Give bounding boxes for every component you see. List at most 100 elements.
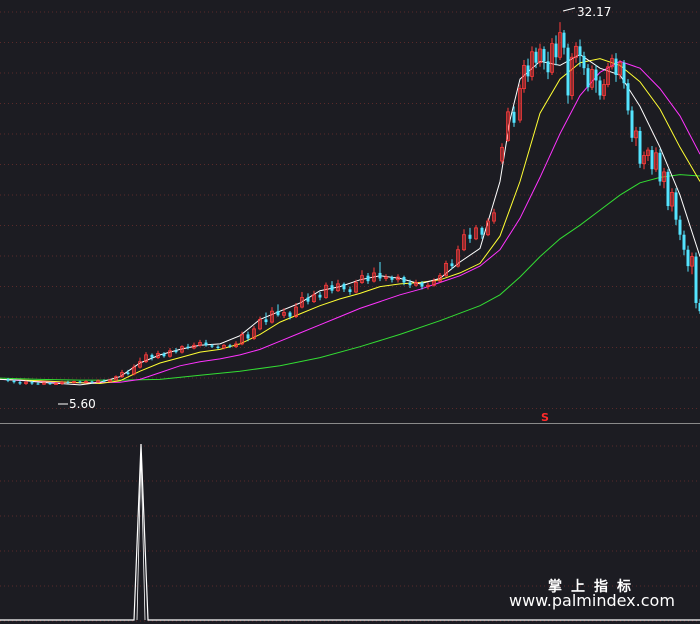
- candle: [408, 279, 412, 288]
- candle-body: [522, 65, 526, 90]
- candle-body: [144, 354, 148, 363]
- candle-body: [462, 234, 466, 251]
- candle: [126, 369, 130, 376]
- candle-body: [586, 68, 590, 88]
- candle: [378, 262, 382, 282]
- candle: [306, 293, 310, 305]
- candle: [372, 267, 376, 283]
- candle: [598, 76, 602, 100]
- candle: [456, 245, 460, 268]
- candle-body: [618, 62, 622, 76]
- candle: [258, 316, 262, 331]
- candle: [66, 380, 70, 384]
- candle: [270, 307, 274, 324]
- candle-body: [666, 171, 670, 207]
- candle-body: [506, 111, 510, 141]
- candle: [530, 46, 534, 81]
- indicator-grid-lines: [0, 445, 700, 622]
- candle-body: [602, 84, 606, 96]
- candle-body: [216, 346, 220, 349]
- candle-body: [518, 88, 522, 121]
- candle-body: [24, 381, 28, 384]
- price-labels: 32.17 5.60 S: [58, 5, 611, 424]
- candle: [432, 278, 436, 287]
- candle-body: [312, 294, 316, 303]
- candle: [294, 302, 298, 318]
- candle-body: [512, 111, 516, 123]
- high-label-pointer: [562, 7, 576, 12]
- candle-body: [174, 350, 178, 353]
- candle: [690, 252, 694, 275]
- candle: [12, 379, 16, 384]
- candle-body: [156, 353, 160, 358]
- candle-body: [354, 282, 358, 293]
- candle: [450, 259, 454, 269]
- ma60-line: [0, 174, 700, 381]
- candle-body: [582, 55, 586, 69]
- candle-body: [538, 48, 542, 64]
- candle-body: [558, 32, 562, 58]
- candle: [222, 343, 226, 350]
- candle-body: [18, 382, 22, 384]
- candle: [698, 298, 700, 314]
- candle-body: [276, 311, 280, 316]
- candle-body: [282, 312, 286, 316]
- candle: [658, 148, 662, 186]
- candle-body: [594, 69, 598, 81]
- candle-body: [662, 171, 666, 182]
- candle: [438, 272, 442, 283]
- candle-body: [360, 275, 364, 283]
- candle-body: [30, 382, 34, 384]
- high-price-label: 32.17: [577, 5, 611, 19]
- candle-body: [682, 234, 686, 250]
- candle-body: [246, 334, 250, 339]
- candle-body: [228, 345, 232, 347]
- candle: [216, 345, 220, 350]
- candle: [614, 53, 618, 82]
- candle-body: [450, 263, 454, 267]
- candle-body: [330, 285, 334, 291]
- candle-body: [210, 345, 214, 347]
- candle: [6, 378, 10, 383]
- ma10-line: [0, 58, 700, 385]
- candle: [300, 292, 304, 309]
- candle: [138, 357, 142, 369]
- candle: [610, 54, 614, 70]
- candle-body: [598, 80, 602, 96]
- candle-body: [198, 342, 202, 346]
- candle-body: [574, 45, 578, 58]
- candle: [480, 226, 484, 239]
- candle: [666, 169, 670, 211]
- candle: [360, 270, 364, 284]
- candle-body: [60, 381, 64, 384]
- candle: [168, 348, 172, 358]
- candle: [694, 252, 698, 309]
- indicator-spike-inner: [136, 452, 146, 621]
- candle-body: [590, 69, 594, 88]
- candle: [234, 341, 238, 349]
- candle-body: [646, 149, 650, 156]
- candle: [626, 79, 630, 115]
- candle-body: [414, 282, 418, 286]
- candle: [318, 292, 322, 301]
- candle: [606, 62, 610, 88]
- candle-body: [264, 319, 268, 323]
- candle: [186, 343, 190, 350]
- candle-body: [438, 275, 442, 282]
- candle: [634, 126, 638, 146]
- candle-body: [562, 32, 566, 48]
- candle: [384, 274, 388, 282]
- ma20-line: [0, 60, 700, 384]
- candle: [324, 282, 328, 299]
- candle: [288, 311, 292, 320]
- candle-body: [138, 361, 142, 368]
- sell-signal-marker: S: [541, 411, 549, 424]
- candle-body: [204, 342, 208, 346]
- candle: [264, 312, 268, 325]
- candle-body: [474, 227, 478, 240]
- candle: [156, 350, 160, 359]
- candle: [650, 145, 654, 175]
- candle: [54, 382, 58, 385]
- candle: [522, 59, 526, 93]
- candle-body: [420, 282, 424, 287]
